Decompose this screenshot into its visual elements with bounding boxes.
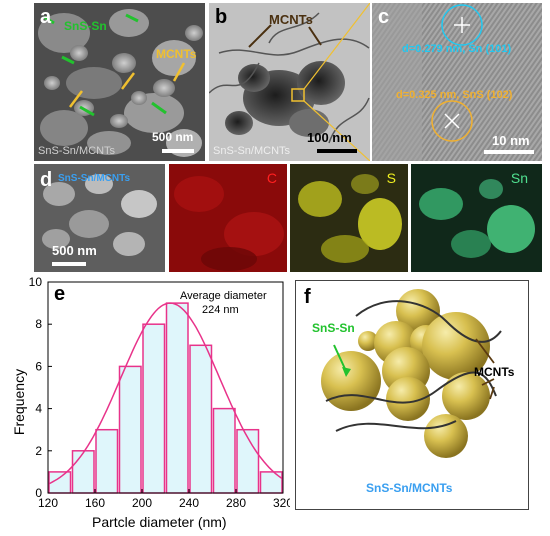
panel-caption: SnS-Sn/MCNTs [38,145,116,157]
x-tick-label: 160 [85,496,105,510]
histogram-bar [189,344,213,494]
spheres [321,289,490,458]
average-diameter-label: Average diameter [180,290,267,302]
panel-caption: SnS-Sn/MCNTs [213,145,291,157]
y-tick-label: 0 [35,486,42,500]
green-arrow [79,105,95,117]
histogram-bar [165,302,189,494]
panel-label-b: b [215,6,228,28]
panel-caption: SnS-Sn/MCNTs [366,481,453,495]
scale-bar [162,149,194,153]
sn-lattice-circle [441,4,483,46]
histogram-svg: 120 160 200 240 280 320 0 2 4 6 8 10 [29,276,290,510]
x-axis-label: Partcle diameter (nm) [92,514,227,530]
mcnts-label: MCNTs [269,12,313,27]
panel-f-schematic: f SnS-Sn MCNTs SnS-Sn/MCNTs [295,280,529,510]
panel-label-e: e [54,283,66,305]
mcnt-arrow [308,26,322,46]
x-tick-label: 240 [179,496,199,510]
histogram-bar [118,365,142,494]
yellow-arrow [121,72,135,90]
sns-d-spacing-label: d=0.325 nm, SnS (102) [396,89,513,101]
gaussian-fit-line [47,302,284,485]
tem-texture [209,3,370,161]
map-label-sn: Sn [510,170,528,186]
panel-b-tem-image: b MCNTs 100 nm SnS-Sn/MCNTs [209,3,370,161]
histogram-bar [71,450,95,494]
mcnts-label: MCNTs [156,47,197,61]
hrtem-texture [372,3,542,161]
zoom-line [303,100,370,161]
x-tick-label: 320 [273,496,290,510]
scale-bar-label: 100 nm [307,130,352,145]
x-tick-label: 120 [38,496,58,510]
scale-bar-label: 500 nm [52,243,97,258]
sns-sn-arrow-head [342,367,351,377]
sn-d-spacing-label: d=0.279 nm, Sn (101) [402,43,512,55]
average-diameter-value: 224 nm [202,304,239,316]
map-texture [411,164,542,272]
y-axis-label: Frequency [11,368,28,436]
yellow-arrow [69,90,83,108]
panel-label-a: a [40,6,52,28]
schematic-svg [321,289,502,458]
map-texture [290,164,408,272]
scale-bar-label: 10 nm [492,133,530,148]
x-tick-label: 200 [132,496,152,510]
eds-map-s: S [290,164,408,272]
sem-texture [34,3,205,161]
panel-c-hrtem-image: c d=0.279 nm, Sn (101) d=0.325 nm, SnS (… [372,3,542,161]
y-tick-label: 10 [29,276,43,289]
panel-label-c: c [378,6,390,28]
mcnt-arrow [248,24,272,48]
sem-texture [34,164,165,272]
scale-bar [52,262,86,266]
scale-bar [317,149,357,153]
scale-bar [484,150,534,154]
yellow-arrow [172,62,186,82]
sns-sn-label: SnS-Sn [64,19,107,33]
zoom-line [303,3,370,90]
sns-sn-label: SnS-Sn [312,321,355,335]
y-tick-label: 6 [35,359,42,373]
eds-map-sn: Sn [411,164,542,272]
y-tick-label: 8 [35,317,42,331]
sns-sn-arrow [333,344,347,372]
panel-e-histogram: 120 160 200 240 280 320 0 2 4 6 8 10 e Average diam… [0,276,290,536]
panel-d-sem-image: d SnS-Sn/MCNTs 500 nm [34,164,165,272]
y-tick-label: 2 [35,444,42,458]
green-arrow [61,55,75,65]
mcnts-label: MCNTs [474,365,515,379]
zoom-box [291,88,305,102]
panel-label-d: d [40,169,53,191]
histogram-bar [95,428,119,494]
map-label-s: S [386,170,396,186]
histogram-bar [212,407,236,494]
scale-bar-label: 500 nm [152,130,194,144]
map-label-c: C [266,170,277,186]
panel-a-sem-image: a SnS-Sn MCNTs 500 nm SnS-Sn/MCNTs [34,3,205,161]
green-arrow [151,101,167,115]
sns-lattice-circle [431,100,473,142]
histogram-bar [259,471,283,494]
x-tick-label: 280 [226,496,246,510]
map-texture [169,164,287,272]
panel-label-f: f [304,286,311,308]
histogram-bar [142,323,166,494]
eds-map-c: C [169,164,287,272]
mcnt-arrows [475,338,495,400]
green-arrow [43,15,55,25]
nanotubes [325,300,502,432]
panel-caption: SnS-Sn/MCNTs [58,173,131,184]
y-tick-label: 4 [35,402,42,416]
green-arrow [125,13,139,23]
plot-frame [47,281,284,494]
